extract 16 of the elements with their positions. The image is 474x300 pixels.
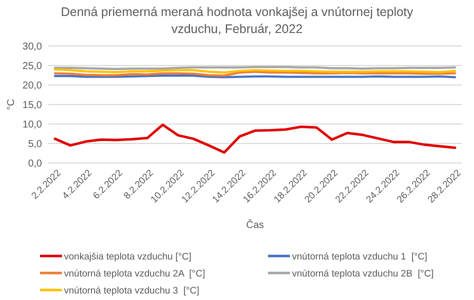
y-tick-label: 30,0 bbox=[22, 42, 42, 52]
y-tick-label: 20,0 bbox=[22, 80, 42, 92]
y-tick-label: 25,0 bbox=[22, 61, 42, 72]
y-tick-label: 15,0 bbox=[22, 100, 42, 111]
line-series bbox=[54, 124, 456, 154]
y-tick-label: 5,0 bbox=[28, 139, 42, 150]
legend-label: vnútorná teplota vzduchu 2A [°C] bbox=[64, 268, 206, 280]
chart-title: Denná priemerná meraná hodnota vonkajšej a vnútornej teploty vzduchu, Február, 2022 bbox=[60, 5, 414, 36]
x-axis-title: Čas bbox=[246, 219, 264, 231]
y-tick-label: 0,0 bbox=[28, 158, 42, 170]
y-axis-title: °C bbox=[6, 98, 17, 110]
legend-label: vonkajšia teplota vzduchu [°C] bbox=[64, 251, 192, 262]
legend-label: vnútorná teplota vzduchu 3 [°C] bbox=[64, 285, 200, 296]
legend-label: vnútorná teplota vzduchu 1 [°C] bbox=[292, 251, 428, 262]
legend-label: vnútorná teplota vzduchu 2B [°C] bbox=[292, 268, 434, 280]
y-tick-label: 10,0 bbox=[22, 120, 42, 130]
